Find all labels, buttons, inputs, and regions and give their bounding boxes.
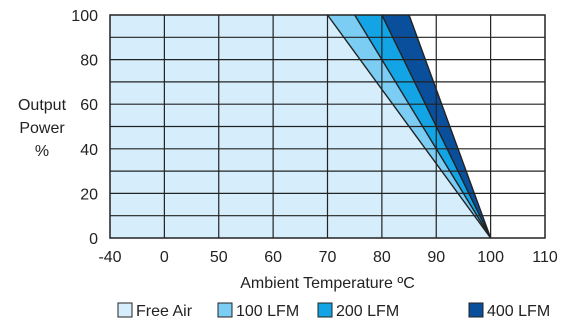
y-tick-label: 100 (71, 8, 98, 25)
derating-line-100-lfm (354, 14, 492, 239)
y-tick-label: 20 (80, 186, 98, 203)
y-tick-labels: 0 20 40 60 80 100 (71, 8, 98, 248)
legend-label-200-lfm: 200 LFM (336, 303, 399, 320)
y-tick-label: 0 (89, 231, 98, 248)
plot-frame (109, 14, 546, 239)
y-tick-label: 60 (80, 97, 98, 114)
legend-label-free-air: Free Air (136, 303, 193, 320)
y-tick-label: 40 (80, 142, 98, 159)
x-tick-label: 70 (319, 249, 337, 266)
y-axis-title-line: Output (18, 97, 67, 114)
x-tick-labels: -40 0 50 60 70 80 90 100 110 (98, 249, 557, 266)
y-tick-label: 80 (80, 53, 98, 70)
legend: Free Air 100 LFM 200 LFM 400 LFM (117, 302, 550, 320)
legend-label-400-lfm: 400 LFM (487, 303, 550, 320)
legend-swatch-200-lfm (317, 302, 333, 318)
areas-layer (110, 15, 491, 238)
x-tick-label: 50 (210, 249, 228, 266)
x-tick-label: 90 (427, 249, 445, 266)
y-axis-title-line: % (35, 143, 49, 160)
legend-swatch-free-air (117, 302, 133, 318)
derating-line-200-lfm (381, 14, 492, 239)
derating-line-free-air (326, 14, 492, 239)
legend-swatch-100-lfm (217, 302, 233, 318)
x-tick-label: 60 (264, 249, 282, 266)
x-tick-label: 100 (477, 249, 504, 266)
derating-line-400-lfm (408, 14, 492, 239)
x-tick-label: 110 (532, 249, 558, 266)
x-tick-label: 80 (373, 249, 391, 266)
legend-swatch-400-lfm (468, 302, 484, 318)
y-axis-title-line: Power (19, 120, 65, 137)
lines-layer (326, 14, 492, 239)
y-axis-title: Output Power% (18, 97, 67, 160)
grid-layer (110, 15, 545, 238)
x-tick-label: 0 (160, 249, 169, 266)
x-axis-title: Ambient Temperature ºC (240, 275, 415, 292)
legend-label-100-lfm: 100 LFM (236, 303, 299, 320)
x-tick-label: -40 (98, 249, 121, 266)
